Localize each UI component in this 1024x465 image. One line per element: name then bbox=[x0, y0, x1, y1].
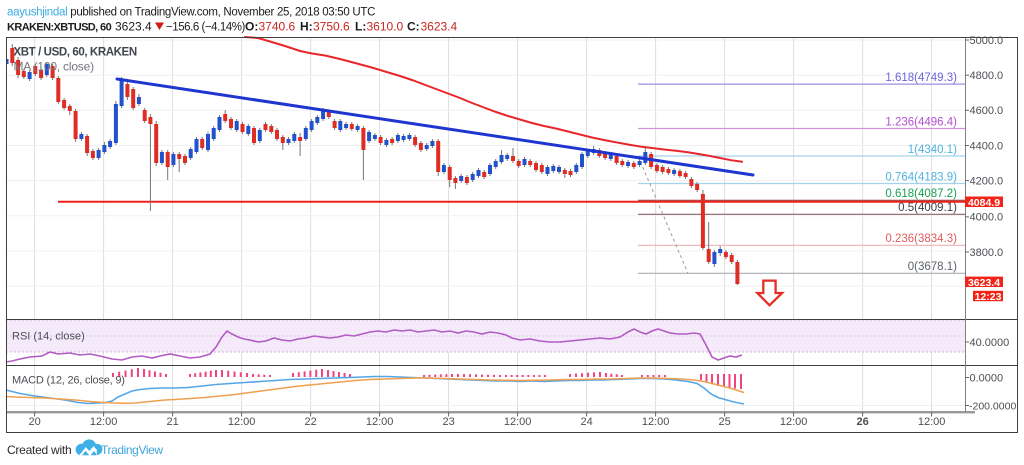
svg-text:3740.6: 3740.6 bbox=[259, 20, 296, 34]
svg-text:4200.0: 4200.0 bbox=[970, 175, 1004, 187]
svg-text:20: 20 bbox=[28, 416, 40, 428]
svg-text:24: 24 bbox=[580, 416, 592, 428]
svg-text:RSI (14, close): RSI (14, close) bbox=[12, 331, 85, 343]
svg-text:12:00: 12:00 bbox=[228, 416, 256, 428]
svg-text:1.236(4496.4): 1.236(4496.4) bbox=[885, 116, 957, 128]
svg-text:4800.0: 4800.0 bbox=[970, 70, 1004, 82]
svg-text:MACD (12, 26, close, 9): MACD (12, 26, close, 9) bbox=[12, 375, 125, 387]
svg-text:3800.0: 3800.0 bbox=[970, 247, 1004, 259]
svg-text:0.618(4087.2): 0.618(4087.2) bbox=[885, 188, 957, 200]
svg-text:L:: L: bbox=[355, 20, 366, 34]
svg-text:XBT / USD, 60, KRAKEN: XBT / USD, 60, KRAKEN bbox=[14, 47, 137, 59]
svg-text:12:00: 12:00 bbox=[90, 416, 118, 428]
svg-text:TradingView: TradingView bbox=[101, 443, 163, 457]
svg-text:−156.6 (−4.14%): −156.6 (−4.14%) bbox=[166, 22, 246, 34]
svg-text:aayushjindal published on Trad: aayushjindal published on TradingView.co… bbox=[7, 7, 375, 19]
svg-text:0.236(3834.3): 0.236(3834.3) bbox=[885, 233, 957, 245]
svg-text:4600.0: 4600.0 bbox=[970, 105, 1004, 117]
svg-text:KRAKEN:XBTUSD, 60: KRAKEN:XBTUSD, 60 bbox=[7, 22, 112, 34]
svg-text:3623.4: 3623.4 bbox=[968, 277, 1000, 289]
svg-text:40.0000: 40.0000 bbox=[970, 337, 1010, 349]
svg-text:-200.0000: -200.0000 bbox=[969, 400, 1016, 412]
svg-text:5000.0: 5000.0 bbox=[970, 35, 1004, 47]
svg-text:25: 25 bbox=[718, 416, 730, 428]
svg-text:C:: C: bbox=[407, 20, 420, 34]
svg-text:4000.0: 4000.0 bbox=[970, 212, 1004, 224]
svg-text:23: 23 bbox=[442, 416, 454, 428]
svg-text:3610.0: 3610.0 bbox=[367, 20, 404, 34]
svg-text:26: 26 bbox=[856, 416, 868, 428]
svg-text:MA (100, close): MA (100, close) bbox=[14, 60, 95, 74]
svg-text:0(3678.1): 0(3678.1) bbox=[908, 261, 957, 273]
svg-text:1.618(4749.3): 1.618(4749.3) bbox=[885, 72, 957, 84]
svg-text:0.764(4183.9): 0.764(4183.9) bbox=[885, 171, 957, 183]
svg-text:12:23: 12:23 bbox=[975, 291, 1002, 303]
svg-text:Created with: Created with bbox=[7, 443, 71, 457]
svg-text:3750.6: 3750.6 bbox=[313, 20, 350, 34]
svg-text:1(4340.1): 1(4340.1) bbox=[908, 144, 957, 156]
svg-text:12:00: 12:00 bbox=[918, 416, 946, 428]
svg-text:3623.4: 3623.4 bbox=[421, 20, 458, 34]
svg-text:0.5(4009.1): 0.5(4009.1) bbox=[898, 202, 957, 214]
svg-text:22: 22 bbox=[304, 416, 316, 428]
svg-text:12:00: 12:00 bbox=[366, 416, 394, 428]
svg-text:12:00: 12:00 bbox=[642, 416, 670, 428]
svg-text:O:: O: bbox=[245, 20, 258, 34]
svg-text:21: 21 bbox=[166, 416, 178, 428]
svg-text:H:: H: bbox=[300, 20, 313, 34]
svg-text:12:00: 12:00 bbox=[504, 416, 532, 428]
svg-text:3623.4: 3623.4 bbox=[115, 20, 152, 34]
svg-text:0.0000: 0.0000 bbox=[970, 372, 1004, 384]
svg-text:4400.0: 4400.0 bbox=[970, 140, 1004, 152]
svg-text:4084.9: 4084.9 bbox=[968, 197, 1000, 209]
svg-text:12:00: 12:00 bbox=[780, 416, 808, 428]
